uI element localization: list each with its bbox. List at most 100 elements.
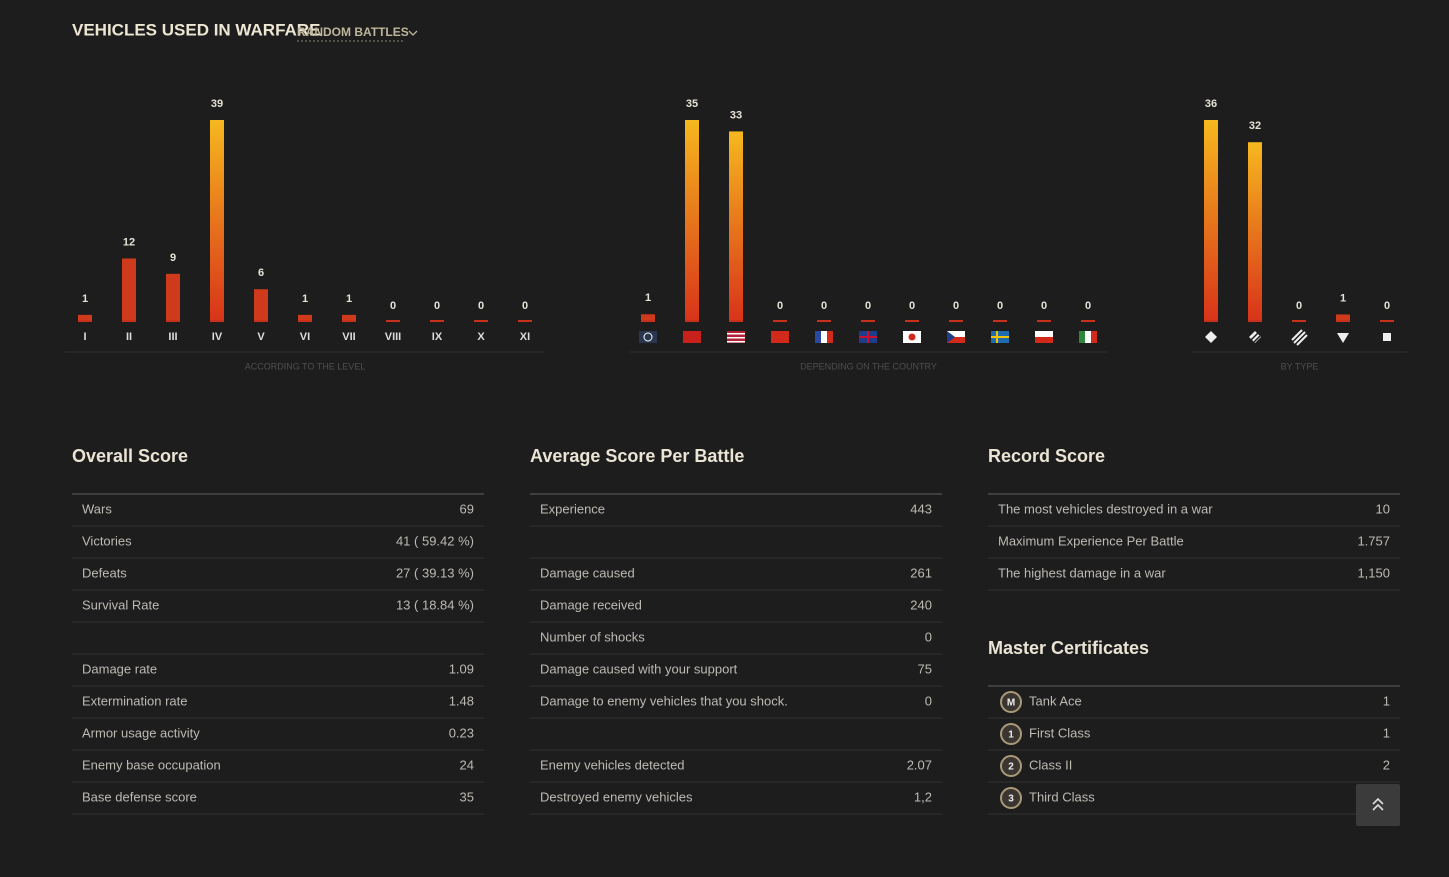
bar-value: 35 [686,98,698,110]
row-label: First Class [1029,725,1091,740]
flag-part [1091,331,1097,343]
bar-base [641,320,655,322]
flag-part [683,331,701,343]
bar-value: 0 [997,300,1003,312]
bar-base [386,320,400,322]
row-label: Damage caused [540,565,635,580]
flag-part [991,336,1009,338]
flag-icon [815,331,833,343]
bar-base [122,320,136,322]
row-label: The most vehicles destroyed in a war [998,501,1213,516]
bar [685,120,699,320]
chart-caption: DEPENDING ON THE COUNTRY [800,361,937,371]
flag-icon [727,331,745,343]
flag-icon [903,331,921,343]
x-tick-label: II [126,331,132,343]
bar-value: 1 [645,292,651,304]
flag-part [771,331,789,343]
flag-part [821,331,827,343]
bar-base [1037,320,1051,322]
type-icon [1205,331,1217,343]
row-label: Maximum Experience Per Battle [998,533,1184,548]
flag-part [1085,331,1091,343]
bar-base [1336,320,1350,322]
bar-value: 0 [1296,300,1302,312]
bar-base [342,320,356,322]
bar-base [1204,320,1218,322]
bar-value: 39 [211,98,223,110]
row-label: Number of shocks [540,629,645,644]
scroll-icon [1372,797,1384,811]
x-tick-label: V [257,331,265,343]
filter-label[interactable]: RANDOM BATTLES [297,25,409,39]
chart-caption: ACCORDING TO THE LEVEL [245,361,366,371]
scroll-top[interactable] [1356,784,1400,826]
type-icon-cut [1250,332,1261,343]
bar-base [254,320,268,322]
bar [210,120,224,320]
flag-part [827,331,833,343]
row-label: Base defense score [82,789,197,804]
row-value: 27 ( 39.13 %) [396,565,474,580]
row-value: 10 [1376,501,1390,516]
badge-text: 1 [1008,730,1014,741]
flag-icon [771,331,789,343]
chart-caption: BY TYPE [1281,361,1319,371]
flag-part [947,331,955,343]
bar-base [817,320,831,322]
row-value: 1,150 [1357,565,1390,580]
row-value: 261 [910,565,932,580]
bar-value: 9 [170,252,176,264]
bar-value: 0 [865,300,871,312]
row-label: Third Class [1029,789,1095,804]
bar [122,258,136,320]
row-label: Armor usage activity [82,725,200,740]
bar-value: 0 [1384,300,1390,312]
row-label: Defeats [82,565,127,580]
bar [641,314,655,320]
row-value: 240 [910,597,932,612]
row-label: Damage received [540,597,642,612]
table-title: Record Score [988,446,1105,466]
flag-part [727,337,745,339]
badge-text: M [1007,698,1015,709]
x-tick-label: VI [300,331,310,343]
row-value: 24 [460,757,474,772]
table-title: Average Score Per Battle [530,446,744,466]
type-icon [1291,329,1308,346]
row-label: Survival Rate [82,597,159,612]
row-value: 75 [918,661,932,676]
filter-dropdown[interactable]: RANDOM BATTLES [297,25,418,42]
bar-base [1248,320,1262,322]
section-title: VEHICLES USED IN WARFARE [72,20,320,39]
badge [1000,787,1022,809]
bar-base [518,320,532,322]
flag-part [947,337,965,343]
bar-base [773,320,787,322]
row-value: 35 [460,789,474,804]
row-value: 2.07 [907,757,932,772]
row-label: Destroyed enemy vehicles [540,789,693,804]
flag-part [639,331,657,343]
bar-value: 1 [82,293,88,305]
badge-text: 2 [1008,762,1014,773]
bar-value: 1 [346,293,352,305]
row-value: 0 [925,629,932,644]
row-label: Extermination rate [82,693,188,708]
bar-value: 32 [1249,120,1261,132]
flag-icon [991,331,1009,343]
flag-icon [947,331,965,343]
row-value: 443 [910,501,932,516]
row-value: 1 [1383,725,1390,740]
badge [1000,723,1022,745]
bar [254,289,268,320]
flag-icon [1079,331,1097,343]
chevron [408,30,418,36]
bar [1248,142,1262,320]
bar-base [1380,320,1394,322]
bar-base [474,320,488,322]
bar-base [166,320,180,322]
bar-base [430,320,444,322]
flag-part [643,332,653,342]
